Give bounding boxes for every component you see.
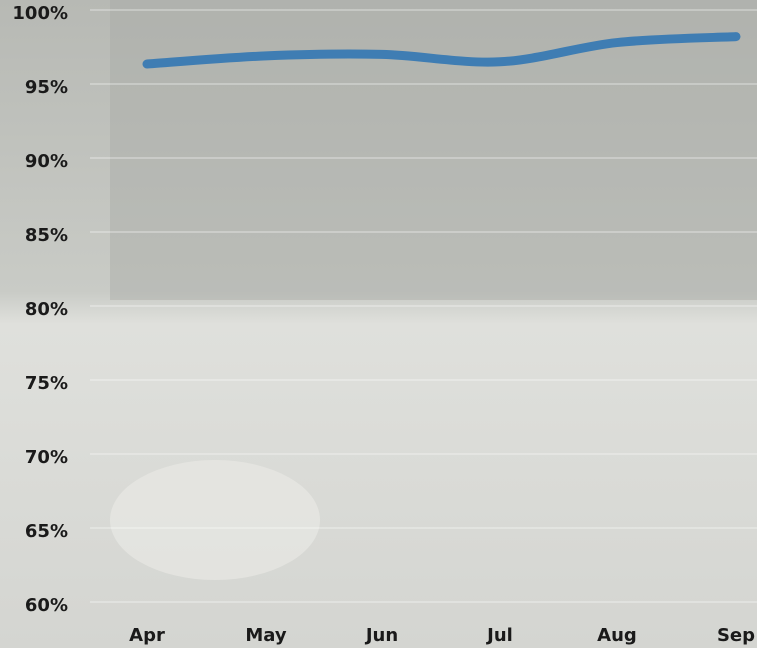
x-tick-label: Apr bbox=[129, 625, 165, 646]
y-tick-label: 80% bbox=[25, 299, 68, 320]
y-tick-label: 85% bbox=[25, 225, 68, 246]
y-tick-label: 75% bbox=[25, 373, 68, 394]
line bbox=[142, 32, 741, 69]
x-tick-label: Jul bbox=[485, 625, 513, 646]
y-tick-label: 70% bbox=[25, 447, 68, 468]
x-tick-label: Jun bbox=[364, 625, 398, 646]
x-tick-label: Sep bbox=[717, 625, 755, 646]
headlight bbox=[110, 460, 320, 580]
x-tick-label: May bbox=[245, 625, 287, 646]
windshield bbox=[110, 0, 757, 300]
y-tick-label: 60% bbox=[25, 595, 68, 616]
y-tick-label: 100% bbox=[12, 3, 68, 24]
y-tick-label: 95% bbox=[25, 77, 68, 98]
y-tick-label: 90% bbox=[25, 151, 68, 172]
x-tick-label: Aug bbox=[597, 625, 637, 646]
y-tick-label: 65% bbox=[25, 521, 68, 542]
